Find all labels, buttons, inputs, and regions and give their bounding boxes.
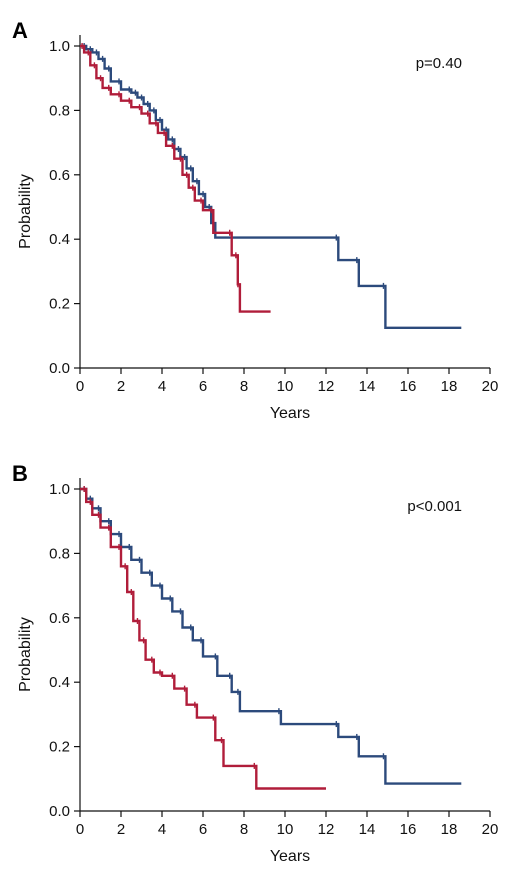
- x-tick-label-b-7: 14: [359, 821, 376, 838]
- x-tick-label-a-10: 20: [482, 378, 499, 395]
- x-tick-label-a-7: 14: [359, 378, 376, 395]
- y-tick-label-a-3: 0.6: [49, 167, 70, 184]
- y-tick-label-b-0: 0.0: [49, 803, 70, 820]
- y-tick-label-b-2: 0.4: [49, 674, 70, 691]
- x-tick-label-b-5: 10: [277, 821, 294, 838]
- y-tick-label-b-1: 0.2: [49, 739, 70, 756]
- y-axis-title-b: Probability: [17, 617, 34, 692]
- y-tick-label-a-1: 0.2: [49, 296, 70, 313]
- x-tick-label-b-6: 12: [318, 821, 335, 838]
- x-axis-title-a: Years: [270, 405, 310, 422]
- x-tick-label-a-9: 18: [441, 378, 458, 395]
- survival-curve-b-0: [80, 487, 462, 785]
- x-tick-label-a-0: 0: [76, 378, 84, 395]
- panel-b: B 0 2 4 6 8 10 12 14 16 18 20 0.0 0.2 0.4 0.6 0.8 1.0 Year…: [0, 443, 520, 886]
- km-chart-a: A 0 2 4 6 8 10 12 14 16 18 20 0.0 0.2 0.4 0.6 0.8 1.0 Year…: [12, 18, 499, 422]
- y-axis-title-a: Probability: [17, 174, 34, 249]
- x-tick-label-b-4: 8: [240, 821, 248, 838]
- y-tick-label-a-5: 1.0: [49, 38, 70, 55]
- p-value-annotation-a: p=0.40: [416, 55, 462, 72]
- survival-curve-a-0: [80, 44, 462, 329]
- x-tick-label-b-1: 2: [117, 821, 125, 838]
- y-tick-label-a-0: 0.0: [49, 360, 70, 377]
- x-tick-label-b-9: 18: [441, 821, 458, 838]
- x-tick-label-b-2: 4: [158, 821, 166, 838]
- y-tick-label-b-3: 0.6: [49, 610, 70, 627]
- x-tick-label-b-0: 0: [76, 821, 84, 838]
- y-tick-label-b-4: 0.8: [49, 545, 70, 562]
- panel-letter-a: A: [12, 18, 28, 43]
- y-tick-label-a-2: 0.4: [49, 231, 70, 248]
- km-chart-b: B 0 2 4 6 8 10 12 14 16 18 20 0.0 0.2 0.4 0.6 0.8 1.0 Year…: [12, 461, 499, 865]
- panel-a: A 0 2 4 6 8 10 12 14 16 18 20 0.0 0.2 0.4 0.6 0.8 1.0 Year…: [12, 18, 499, 422]
- x-tick-label-a-2: 4: [158, 378, 166, 395]
- survival-curve-b-1: [80, 487, 326, 790]
- x-tick-label-a-6: 12: [318, 378, 335, 395]
- panel-letter-b: B: [12, 461, 28, 486]
- y-tick-label-a-4: 0.8: [49, 102, 70, 119]
- x-tick-label-a-5: 10: [277, 378, 294, 395]
- x-tick-label-a-3: 6: [199, 378, 207, 395]
- x-tick-label-b-3: 6: [199, 821, 207, 838]
- y-tick-label-b-5: 1.0: [49, 481, 70, 498]
- x-tick-label-a-1: 2: [117, 378, 125, 395]
- survival-curve-a-1: [80, 44, 271, 313]
- x-tick-label-b-8: 16: [400, 821, 417, 838]
- x-tick-label-b-10: 20: [482, 821, 499, 838]
- x-axis-title-b: Years: [270, 848, 310, 865]
- p-value-annotation-b: p<0.001: [407, 498, 462, 515]
- x-tick-label-a-8: 16: [400, 378, 417, 395]
- x-tick-label-a-4: 8: [240, 378, 248, 395]
